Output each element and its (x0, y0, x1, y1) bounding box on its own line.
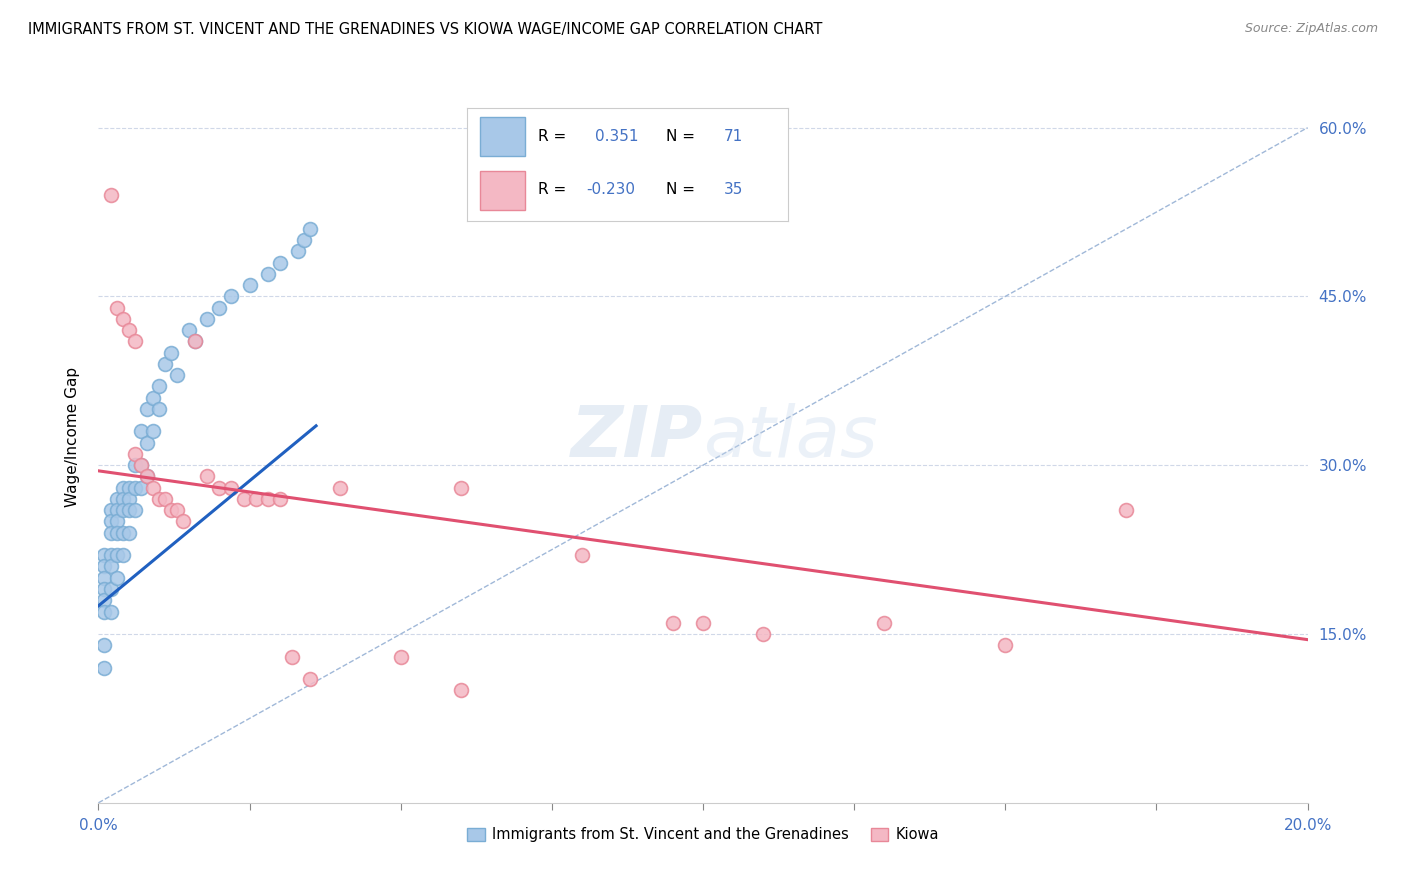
Point (100, 548, 122, 562)
Point (142, 425, 165, 439)
Point (118, 491, 141, 506)
Point (1115, 503, 1137, 517)
Point (994, 638, 1017, 652)
Point (135, 469, 157, 483)
Point (179, 323, 201, 337)
Point (153, 357, 176, 371)
Y-axis label: Wage/Income Gap: Wage/Income Gap (65, 367, 80, 508)
Point (208, 301, 231, 315)
Point (100, 582, 122, 596)
Point (160, 345, 183, 359)
Point (93, 571, 115, 585)
Point (118, 503, 141, 517)
Point (450, 481, 472, 495)
Point (93, 593, 115, 607)
Point (287, 244, 309, 259)
Point (148, 401, 170, 416)
Point (450, 683, 472, 698)
Point (105, 571, 128, 585)
Point (692, 615, 714, 630)
Point (100, 503, 122, 517)
Point (135, 435, 157, 450)
Point (124, 503, 146, 517)
Point (100, 559, 122, 574)
Point (93, 559, 115, 574)
Text: ZIP: ZIP (571, 402, 703, 472)
Point (105, 503, 128, 517)
Point (221, 481, 243, 495)
Point (148, 491, 170, 506)
Point (100, 515, 122, 529)
Text: Source: ZipAtlas.com: Source: ZipAtlas.com (1244, 22, 1378, 36)
Point (129, 458, 152, 473)
Point (184, 334, 207, 349)
Text: atlas: atlas (703, 402, 877, 472)
Point (195, 469, 218, 483)
Point (160, 503, 183, 517)
Point (105, 301, 128, 315)
Point (105, 548, 128, 562)
Point (111, 525, 134, 540)
Legend: Immigrants from St. Vincent and the Grenadines, Kiowa: Immigrants from St. Vincent and the Gren… (461, 822, 945, 848)
Point (100, 188, 122, 202)
Point (111, 481, 134, 495)
Point (124, 481, 146, 495)
Point (129, 481, 152, 495)
Point (256, 267, 278, 281)
Point (281, 649, 304, 664)
Point (153, 491, 176, 506)
Point (118, 323, 141, 337)
Point (245, 491, 267, 506)
Point (124, 458, 146, 473)
Point (93, 661, 115, 675)
Point (752, 627, 775, 641)
Point (124, 334, 146, 349)
Point (105, 525, 128, 540)
Point (873, 615, 896, 630)
Point (135, 469, 157, 483)
Point (172, 515, 194, 529)
Point (292, 233, 315, 247)
Point (93, 605, 115, 619)
Point (111, 491, 134, 506)
Point (329, 481, 352, 495)
Point (93, 582, 115, 596)
Point (135, 401, 157, 416)
Point (100, 605, 122, 619)
Point (232, 491, 254, 506)
Point (129, 425, 152, 439)
Point (142, 391, 165, 405)
Point (111, 503, 134, 517)
Point (571, 548, 593, 562)
Point (256, 491, 278, 506)
Point (299, 222, 322, 236)
Point (389, 649, 412, 664)
Point (299, 672, 322, 686)
Point (93, 548, 115, 562)
Point (129, 458, 152, 473)
Point (118, 481, 141, 495)
Point (166, 368, 188, 383)
Point (269, 255, 291, 269)
Point (118, 525, 141, 540)
Point (166, 503, 188, 517)
Point (221, 289, 243, 303)
Point (93, 638, 115, 652)
Point (111, 548, 134, 562)
Point (105, 515, 128, 529)
Point (105, 491, 128, 506)
Point (124, 447, 146, 461)
Point (100, 525, 122, 540)
Point (208, 481, 231, 495)
Point (239, 278, 262, 293)
Point (195, 312, 218, 326)
Point (111, 312, 134, 326)
Point (142, 481, 165, 495)
Text: IMMIGRANTS FROM ST. VINCENT AND THE GRENADINES VS KIOWA WAGE/INCOME GAP CORRELAT: IMMIGRANTS FROM ST. VINCENT AND THE GREN… (28, 22, 823, 37)
Point (661, 615, 683, 630)
Point (269, 491, 291, 506)
Point (184, 334, 207, 349)
Point (148, 379, 170, 393)
